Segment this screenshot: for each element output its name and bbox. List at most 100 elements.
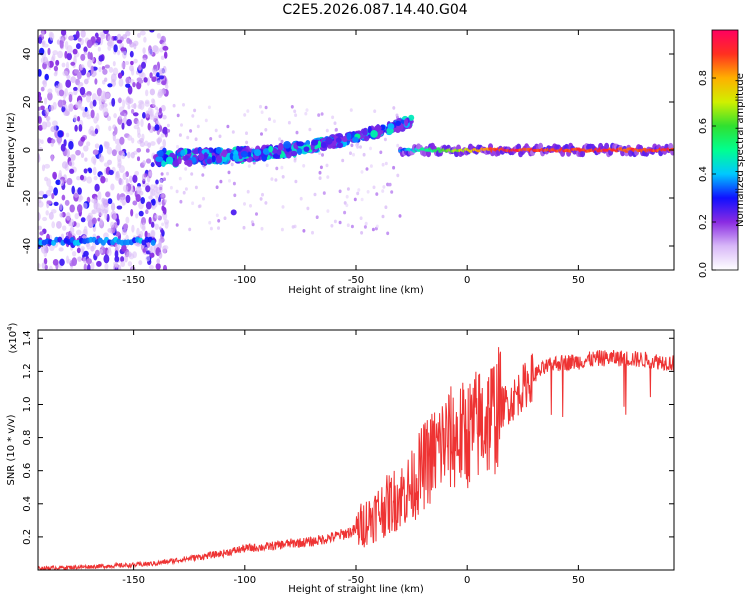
spectrogram-mark [122, 172, 127, 180]
spectrogram-mark [149, 88, 156, 96]
spectrogram-mark [138, 210, 144, 217]
spectrogram-mark [104, 177, 109, 183]
spectrogram-mark [98, 66, 102, 73]
spectrogram-mark [281, 205, 285, 209]
spectrogram-mark [182, 103, 185, 107]
spectrogram-mark [106, 115, 112, 122]
spectrogram-mark [346, 187, 350, 191]
spectrogram-mark [47, 92, 53, 101]
spectrogram-mark [122, 34, 128, 40]
spectrogram-mark [52, 171, 57, 180]
spectrogram-mark [101, 197, 106, 204]
spectrogram-mark [118, 78, 124, 87]
spectrogram-mark [57, 83, 62, 90]
spectrogram-mark [65, 255, 70, 264]
spectrogram-mark [352, 136, 359, 143]
spectrogram-mark [60, 143, 66, 152]
spectrogram-mark [90, 109, 95, 119]
spectrogram-mark [362, 152, 366, 157]
spectrogram-mark [190, 172, 194, 176]
spectrogram-mark [107, 45, 112, 51]
spectrogram-mark [294, 113, 298, 117]
spectrogram-mark [123, 113, 127, 119]
spectrogram-mark [261, 154, 268, 162]
spectrogram-mark [106, 248, 112, 257]
spectrogram-mark [42, 194, 48, 199]
spectrogram-mark [296, 141, 305, 147]
spectrogram-mark [160, 89, 167, 95]
spectrogram-mark [65, 212, 71, 221]
spectrogram-mark [142, 47, 146, 54]
spectrogram-mark [338, 189, 342, 194]
spectrogram-mark [352, 152, 355, 157]
spectrogram-mark [350, 224, 354, 229]
spectrogram-mark [306, 206, 310, 211]
spectrogram-mark [83, 51, 88, 56]
spectrogram-mark [69, 168, 75, 174]
spectrogram-mark [102, 102, 108, 108]
spectrogram-mark [87, 51, 91, 60]
spectrogram-mark [86, 39, 93, 49]
spectrogram-mark [80, 136, 86, 142]
spectrogram-mark [114, 138, 121, 145]
spectrogram-mark [60, 30, 67, 36]
spectrogram-mark [47, 88, 53, 94]
spectrogram-mark [302, 229, 306, 233]
y-tick-label: 20 [22, 96, 33, 109]
spectrogram-mark [114, 126, 118, 135]
spectrogram-mark [580, 150, 586, 158]
spectrogram-mark [75, 43, 81, 50]
spectrogram-mark [121, 152, 126, 160]
spectrogram-mark [386, 231, 390, 236]
spectrogram-mark [396, 143, 400, 148]
spectrogram-mark [345, 203, 349, 208]
spectrogram-mark [138, 64, 142, 71]
spectrogram-mark [226, 124, 230, 129]
spectrogram-mark [346, 223, 350, 227]
spectrogram-mark [299, 196, 303, 201]
spectrogram-mark [47, 47, 51, 56]
spectrogram-mark [52, 50, 59, 56]
spectrogram-mark [208, 220, 212, 225]
spectrogram-mark [74, 124, 78, 132]
spectrogram-mark [53, 187, 58, 196]
spectrogram-mark [209, 137, 213, 141]
spectrogram-mark [308, 127, 312, 132]
spectrogram-mark [366, 190, 370, 194]
spectrogram-mark [165, 156, 174, 165]
spectrogram-mark [91, 156, 97, 164]
spectrogram-mark [180, 123, 183, 127]
spectrogram-mark [342, 136, 348, 143]
spectrogram-mark [149, 252, 155, 258]
spectrogram-mark [117, 158, 122, 167]
spectrogram-mark [136, 148, 142, 153]
spectrogram-mark [194, 185, 198, 190]
spectrogram-mark [102, 106, 109, 116]
spectrogram-mark [118, 178, 124, 186]
spectrogram-mark [114, 243, 121, 250]
spectrogram-mark [104, 263, 109, 270]
spectrogram-mark [142, 160, 146, 166]
spectrogram-mark [107, 35, 113, 45]
spectrogram-mark [162, 114, 167, 120]
spectrogram-mark [194, 137, 198, 141]
spectrogram-mark [184, 160, 191, 166]
spectrogram-mark [65, 79, 72, 88]
spectrogram-mark [105, 92, 110, 99]
spectrogram-mark [48, 265, 53, 270]
spectrogram-mark [64, 199, 70, 206]
spectrogram-mark [123, 223, 129, 230]
spectrogram-mark [129, 50, 134, 58]
spectrogram-mark [137, 132, 142, 139]
y-tick-label: 0.4 [22, 496, 33, 512]
spectrogram-mark [38, 190, 45, 196]
spectrogram-mark [125, 216, 130, 224]
spectrogram-mark [128, 175, 133, 183]
spectrogram-mark [217, 219, 221, 223]
spectrogram-mark [80, 53, 86, 61]
spectrogram-mark [136, 156, 141, 162]
spectrogram-mark [107, 227, 113, 233]
spectrogram-mark [117, 97, 123, 104]
spectrogram-plot: -150 -100 -50 0 50 -40 -20 0 20 40 Height of str… [6, 29, 675, 296]
colorbar-ticks: 0.0 0.2 0.4 0.6 0.8 [698, 70, 716, 278]
